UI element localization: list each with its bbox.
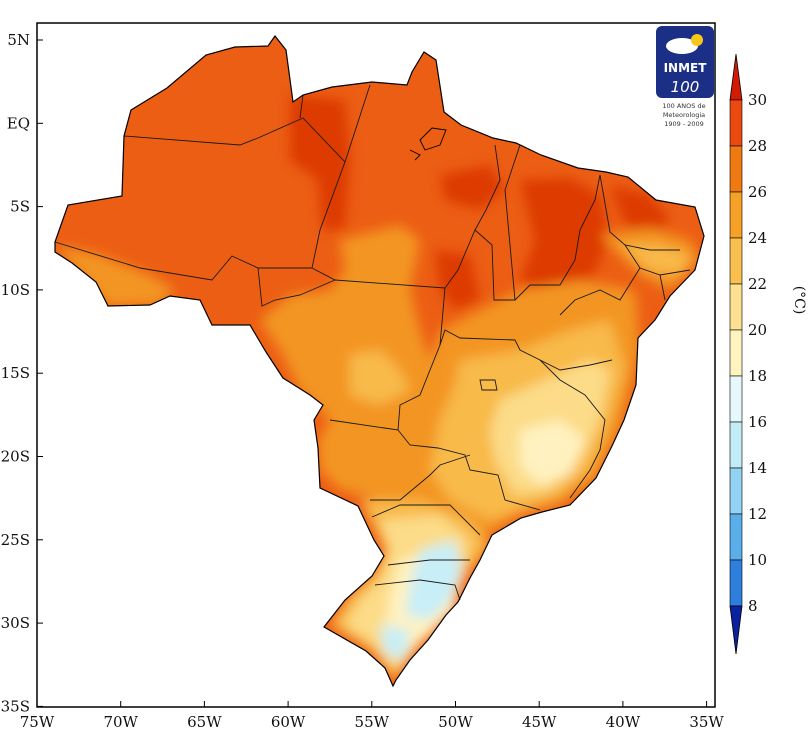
lat-tick-label: 20S: [1, 448, 30, 466]
colorbar-unit: (°C): [791, 286, 807, 315]
logo-tagline-1: 100 ANOS de: [662, 102, 705, 110]
lon-tick-label: 40W: [606, 713, 641, 731]
colorbar-segment: [729, 329, 743, 377]
zone-over-28: [610, 185, 670, 240]
lon-tick-label: 45W: [522, 713, 557, 731]
colorbar-label: 26: [748, 183, 767, 201]
colorbar-label: 14: [748, 459, 767, 477]
lon-tick-label: 35W: [689, 713, 724, 731]
lat-tick-label: 5N: [7, 31, 30, 49]
logo-tagline-2: Meteorologia: [663, 111, 705, 119]
lat-tick-label: 35S: [1, 697, 30, 715]
coastal-islands: [409, 127, 447, 161]
cloud-icon: [666, 38, 698, 54]
zone-22-24: [350, 350, 410, 405]
longitude-axis: 75W 70W 65W 60W 55W 50W 45W 40W 35W: [20, 701, 724, 731]
lon-tick-label: 65W: [187, 713, 222, 731]
lon-tick-label: 50W: [438, 713, 473, 731]
lat-tick-label: 5S: [10, 198, 30, 216]
logo-number: 100: [671, 78, 700, 96]
logo-tagline-3: 1909 - 2009: [664, 120, 704, 128]
zone-18-20: [520, 420, 585, 485]
zone-over-28: [440, 165, 505, 210]
lat-tick-label: 10S: [1, 281, 30, 299]
colorbar-segment: [729, 467, 743, 515]
colorbar-underflow-arrow: [729, 605, 743, 655]
colorbar-segment: [729, 99, 743, 147]
colorbar-segment: [729, 421, 743, 469]
colorbar-label: 30: [748, 91, 767, 109]
lat-tick-label: 25S: [1, 531, 30, 549]
zone-over-28: [435, 250, 480, 310]
zone-over-28: [520, 178, 610, 300]
colorbar-segment: [729, 191, 743, 239]
sun-icon: [691, 34, 703, 46]
lat-tick-label: 15S: [1, 364, 30, 382]
lon-tick-label: 70W: [103, 713, 138, 731]
colorbar-label: 24: [748, 229, 767, 247]
zone-16-18: [380, 625, 410, 660]
colorbar-label: 12: [748, 505, 767, 523]
zone-24-26: [55, 245, 175, 306]
colorbar-label: 28: [748, 137, 767, 155]
lon-tick-label: 55W: [355, 713, 390, 731]
lat-tick-label: EQ: [7, 114, 30, 132]
colorbar-label: 8: [748, 597, 758, 615]
colorbar: 30 28 26 24 22 20 18 16 14 12 10 8: [729, 53, 767, 655]
zone-over-28: [290, 95, 350, 230]
colorbar-segment: [729, 145, 743, 193]
colorbar-segment: [729, 513, 743, 561]
colorbar-label: 20: [748, 321, 767, 339]
colorbar-label: 18: [748, 367, 767, 385]
colorbar-label: 22: [748, 275, 767, 293]
latitude-axis: 5N EQ 5S 10S 15S 20S 25S 30S 35S: [1, 31, 43, 715]
colorbar-segment: [729, 559, 743, 607]
zone-22-24: [620, 245, 690, 275]
colorbar-overflow-arrow: [729, 53, 743, 101]
lon-tick-label: 60W: [271, 713, 306, 731]
brazil-outline: [54, 34, 705, 688]
logo-brand: INMET: [664, 61, 708, 75]
lat-tick-label: 30S: [1, 614, 30, 632]
colorbar-segment: [729, 283, 743, 331]
colorbar-segment: [729, 375, 743, 423]
inmet-logo: INMET 100 100 ANOS de Meteorologia 1909 …: [656, 26, 714, 128]
lon-tick-label: 75W: [20, 713, 55, 731]
colorbar-label: 10: [748, 551, 767, 569]
state-borders: [54, 84, 691, 601]
colorbar-label: 16: [748, 413, 767, 431]
colorbar-segment: [729, 237, 743, 285]
